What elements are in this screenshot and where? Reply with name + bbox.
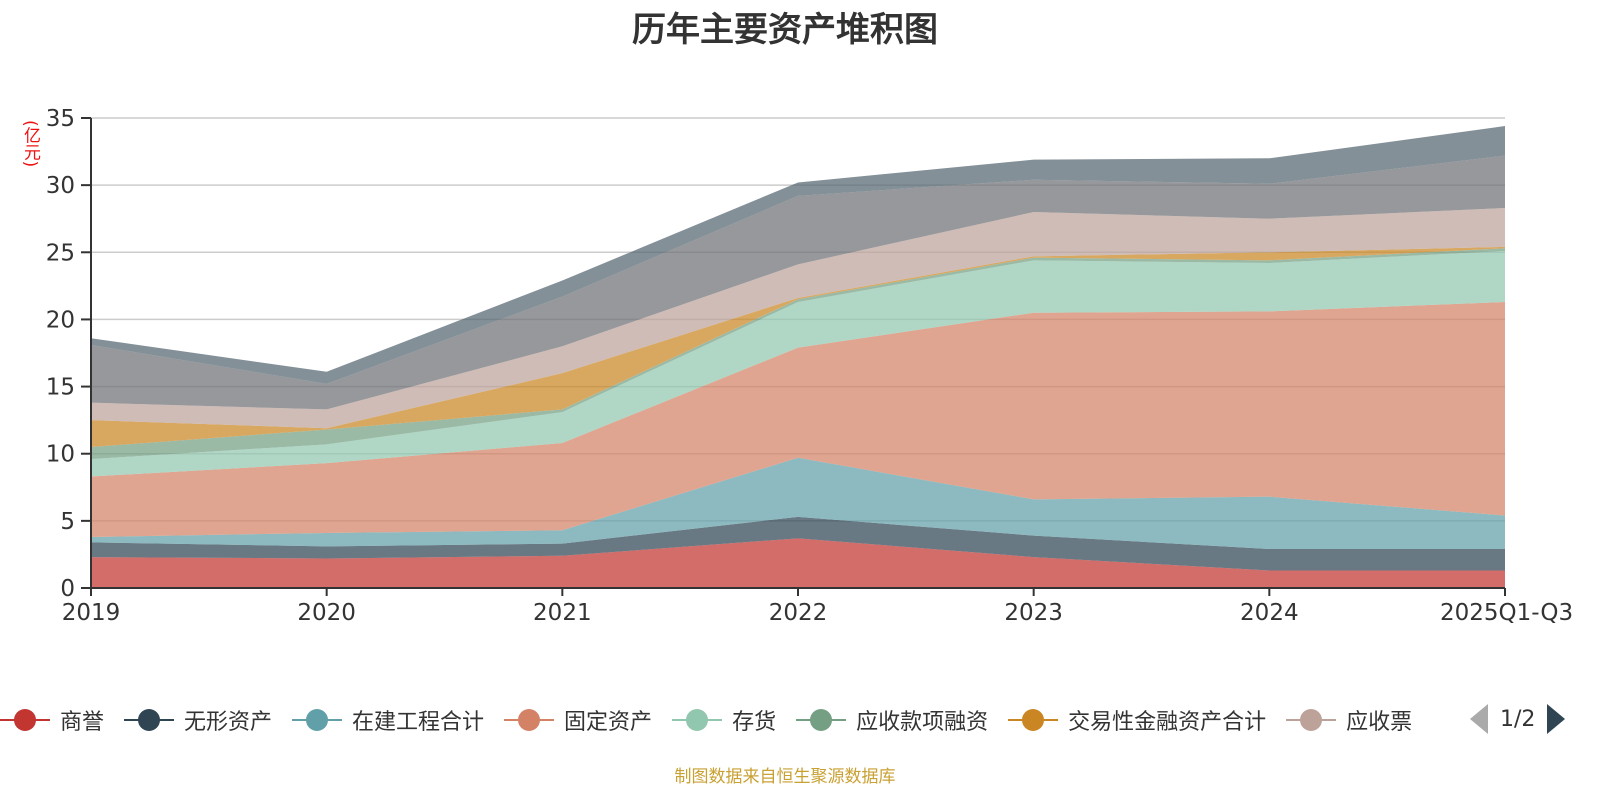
area-series-7[interactable] xyxy=(91,207,1505,429)
legend-item[interactable]: 在建工程合计 xyxy=(292,704,484,736)
legend-marker-icon xyxy=(124,708,175,732)
area-series-6[interactable] xyxy=(91,246,1505,447)
area-series-0[interactable] xyxy=(91,538,1505,588)
legend-label: 商誉 xyxy=(60,710,105,735)
legend-item[interactable]: 应收款项融资 xyxy=(796,704,988,736)
legend-marker-icon xyxy=(292,708,343,732)
legend-marker-icon xyxy=(796,708,847,732)
area-series-8[interactable] xyxy=(91,155,1505,410)
legend-label: 交易性金融资产合计 xyxy=(1068,710,1267,735)
area-series-4[interactable] xyxy=(91,250,1505,477)
legend-prev-page-icon[interactable] xyxy=(1470,704,1488,734)
stacked-area-chart: 0 5 10 15 20 25 30 35 2019 2020 2021 2022 2023 2024 20… xyxy=(46,106,1573,626)
legend-label: 无形资产 xyxy=(184,710,273,735)
x-tick-label: 2023 xyxy=(1004,600,1063,626)
y-axis-unit-label: (亿元) xyxy=(20,120,40,168)
legend-page-indicator: 1/2 xyxy=(1500,706,1536,732)
legend-label: 在建工程合计 xyxy=(352,710,485,735)
y-tick-label: 20 xyxy=(46,307,75,333)
legend-marker-icon xyxy=(0,708,50,732)
legend-item[interactable]: 固定资产 xyxy=(504,704,652,736)
x-tick-label: 2020 xyxy=(297,600,356,626)
legend-item[interactable]: 交易性金融资产合计 xyxy=(1008,704,1266,736)
legend-item[interactable]: 无形资产 xyxy=(124,704,272,736)
legend-marker-icon xyxy=(672,708,723,732)
legend-marker-icon xyxy=(1008,708,1059,732)
y-tick-label: 35 xyxy=(46,106,75,132)
x-tick-label: 2024 xyxy=(1240,600,1299,626)
area-series xyxy=(91,126,1505,588)
y-tick-label: 0 xyxy=(60,576,75,602)
legend-marker-icon xyxy=(1286,708,1337,732)
x-tick-label: 2025Q1-Q3 xyxy=(1440,600,1573,626)
legend-label: 存货 xyxy=(732,710,777,735)
legend-item[interactable]: 商誉 xyxy=(0,704,104,736)
area-series-1[interactable] xyxy=(91,516,1505,571)
legend-pager: 1/2 xyxy=(1470,704,1566,734)
legend-label: 应收票 xyxy=(1346,710,1413,735)
data-source-note: 制图数据来自恒生聚源数据库 xyxy=(674,767,896,787)
legend-item[interactable]: 应收票 xyxy=(1286,704,1412,736)
area-series-2[interactable] xyxy=(91,457,1505,550)
legend: 商誉 无形资产 在建工程合计 固定资产 存货 应收款项融资 交易性金融资产合计 应收票 xyxy=(0,702,1458,738)
y-tick-label: 25 xyxy=(46,240,75,266)
area-series-5[interactable] xyxy=(91,248,1505,460)
legend-next-page-icon[interactable] xyxy=(1547,704,1566,734)
area-series-9[interactable] xyxy=(91,126,1505,384)
y-tick-label: 30 xyxy=(46,173,75,199)
legend-label: 固定资产 xyxy=(564,710,653,735)
axes: 0 5 10 15 20 25 30 35 2019 2020 2021 2022 2023 2024 20… xyxy=(46,106,1573,626)
x-tick-label: 2022 xyxy=(769,600,828,626)
y-tick-label: 10 xyxy=(46,442,75,468)
legend-marker-icon xyxy=(504,708,555,732)
area-series-3[interactable] xyxy=(91,301,1505,537)
x-tick-label: 2021 xyxy=(533,600,592,626)
x-tick-label: 2019 xyxy=(62,600,121,626)
y-tick-label: 15 xyxy=(46,375,75,401)
legend-item[interactable]: 存货 xyxy=(672,704,776,736)
legend-label: 应收款项融资 xyxy=(856,710,989,735)
chart-title: 历年主要资产堆积图 xyxy=(632,10,938,50)
y-tick-label: 5 xyxy=(60,509,75,535)
